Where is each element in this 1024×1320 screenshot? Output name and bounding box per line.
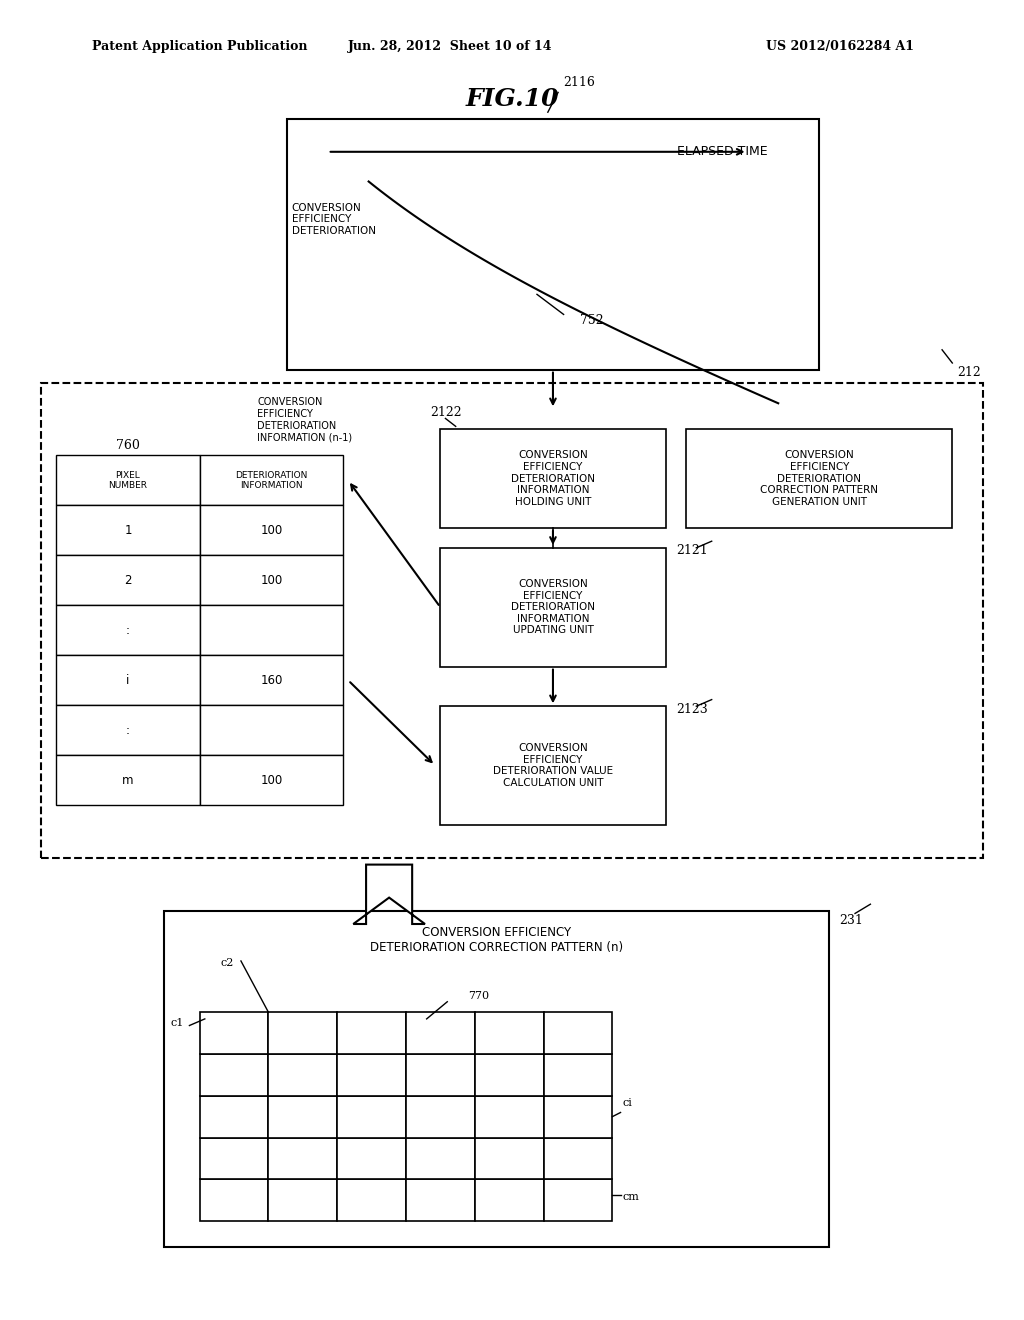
- Bar: [406, 1179, 475, 1221]
- Bar: [200, 455, 343, 506]
- Bar: [56, 606, 200, 655]
- Bar: [475, 1138, 544, 1179]
- Bar: [200, 1096, 268, 1138]
- Text: CONVERSION
EFFICIENCY
DETERIORATION
CORRECTION PATTERN
GENERATION UNIT: CONVERSION EFFICIENCY DETERIORATION CORR…: [760, 450, 879, 507]
- Bar: [287, 119, 819, 370]
- Text: 752: 752: [580, 314, 603, 327]
- Bar: [200, 1012, 268, 1055]
- Bar: [268, 1179, 337, 1221]
- Text: 2: 2: [124, 574, 132, 587]
- Text: DETERIORATION
INFORMATION: DETERIORATION INFORMATION: [236, 471, 307, 490]
- Text: cm: cm: [623, 1192, 639, 1203]
- Bar: [200, 705, 343, 755]
- Bar: [337, 1012, 406, 1055]
- Bar: [56, 506, 200, 556]
- Text: 160: 160: [260, 673, 283, 686]
- Bar: [56, 705, 200, 755]
- Text: 2116: 2116: [563, 75, 595, 88]
- Text: Patent Application Publication: Patent Application Publication: [92, 40, 307, 53]
- Text: ci: ci: [623, 1098, 633, 1109]
- Bar: [475, 1055, 544, 1096]
- Text: 1: 1: [124, 524, 132, 537]
- Bar: [440, 548, 666, 667]
- Text: c1: c1: [171, 1018, 184, 1027]
- Text: m: m: [122, 774, 134, 787]
- Bar: [56, 455, 200, 506]
- Polygon shape: [353, 865, 425, 924]
- Text: ELAPSED TIME: ELAPSED TIME: [677, 145, 768, 158]
- Bar: [200, 606, 343, 655]
- Bar: [440, 429, 666, 528]
- Text: CONVERSION
EFFICIENCY
DETERIORATION
INFORMATION
UPDATING UNIT: CONVERSION EFFICIENCY DETERIORATION INFO…: [511, 579, 595, 635]
- Text: US 2012/0162284 A1: US 2012/0162284 A1: [766, 40, 913, 53]
- Text: CONVERSION
EFFICIENCY
DETERIORATION VALUE
CALCULATION UNIT: CONVERSION EFFICIENCY DETERIORATION VALU…: [493, 743, 613, 788]
- Text: 212: 212: [957, 366, 981, 379]
- Bar: [475, 1096, 544, 1138]
- Text: CONVERSION
EFFICIENCY
DETERIORATION
INFORMATION
HOLDING UNIT: CONVERSION EFFICIENCY DETERIORATION INFO…: [511, 450, 595, 507]
- Text: CONVERSION EFFICIENCY
DETERIORATION CORRECTION PATTERN (n): CONVERSION EFFICIENCY DETERIORATION CORR…: [370, 925, 624, 954]
- Text: FIG.10: FIG.10: [465, 87, 559, 111]
- Text: 2122: 2122: [430, 405, 462, 418]
- Bar: [200, 1179, 268, 1221]
- Bar: [337, 1096, 406, 1138]
- Bar: [544, 1012, 612, 1055]
- Text: 760: 760: [116, 438, 140, 451]
- Bar: [200, 506, 343, 556]
- Bar: [41, 383, 983, 858]
- Text: CONVERSION
EFFICIENCY
DETERIORATION
INFORMATION (n-1): CONVERSION EFFICIENCY DETERIORATION INFO…: [257, 397, 352, 442]
- Text: :: :: [126, 624, 130, 636]
- Text: 231: 231: [840, 913, 863, 927]
- Bar: [475, 1179, 544, 1221]
- Text: 2123: 2123: [676, 702, 708, 715]
- Bar: [200, 556, 343, 606]
- Text: CONVERSION
EFFICIENCY
DETERIORATION: CONVERSION EFFICIENCY DETERIORATION: [292, 202, 376, 236]
- Bar: [200, 1055, 268, 1096]
- Text: Jun. 28, 2012  Sheet 10 of 14: Jun. 28, 2012 Sheet 10 of 14: [348, 40, 553, 53]
- Bar: [268, 1012, 337, 1055]
- Bar: [337, 1179, 406, 1221]
- Text: i: i: [126, 673, 130, 686]
- Bar: [56, 655, 200, 705]
- Bar: [475, 1012, 544, 1055]
- Bar: [164, 911, 829, 1247]
- Bar: [337, 1055, 406, 1096]
- Bar: [406, 1055, 475, 1096]
- Bar: [56, 755, 200, 805]
- Text: :: :: [126, 723, 130, 737]
- Bar: [268, 1096, 337, 1138]
- Text: 2121: 2121: [676, 544, 708, 557]
- Bar: [200, 755, 343, 805]
- Bar: [200, 1138, 268, 1179]
- Bar: [686, 429, 952, 528]
- Bar: [200, 655, 343, 705]
- Text: 100: 100: [260, 774, 283, 787]
- Bar: [440, 706, 666, 825]
- Bar: [544, 1179, 612, 1221]
- Text: c2: c2: [221, 958, 234, 969]
- Text: PIXEL
NUMBER: PIXEL NUMBER: [109, 471, 147, 490]
- Bar: [544, 1138, 612, 1179]
- Bar: [268, 1138, 337, 1179]
- Bar: [268, 1055, 337, 1096]
- Text: 770: 770: [468, 991, 489, 1001]
- Bar: [56, 556, 200, 606]
- Bar: [337, 1138, 406, 1179]
- Text: 100: 100: [260, 574, 283, 587]
- Bar: [544, 1096, 612, 1138]
- Bar: [406, 1096, 475, 1138]
- Bar: [406, 1012, 475, 1055]
- Bar: [406, 1138, 475, 1179]
- Bar: [544, 1055, 612, 1096]
- Text: 100: 100: [260, 524, 283, 537]
